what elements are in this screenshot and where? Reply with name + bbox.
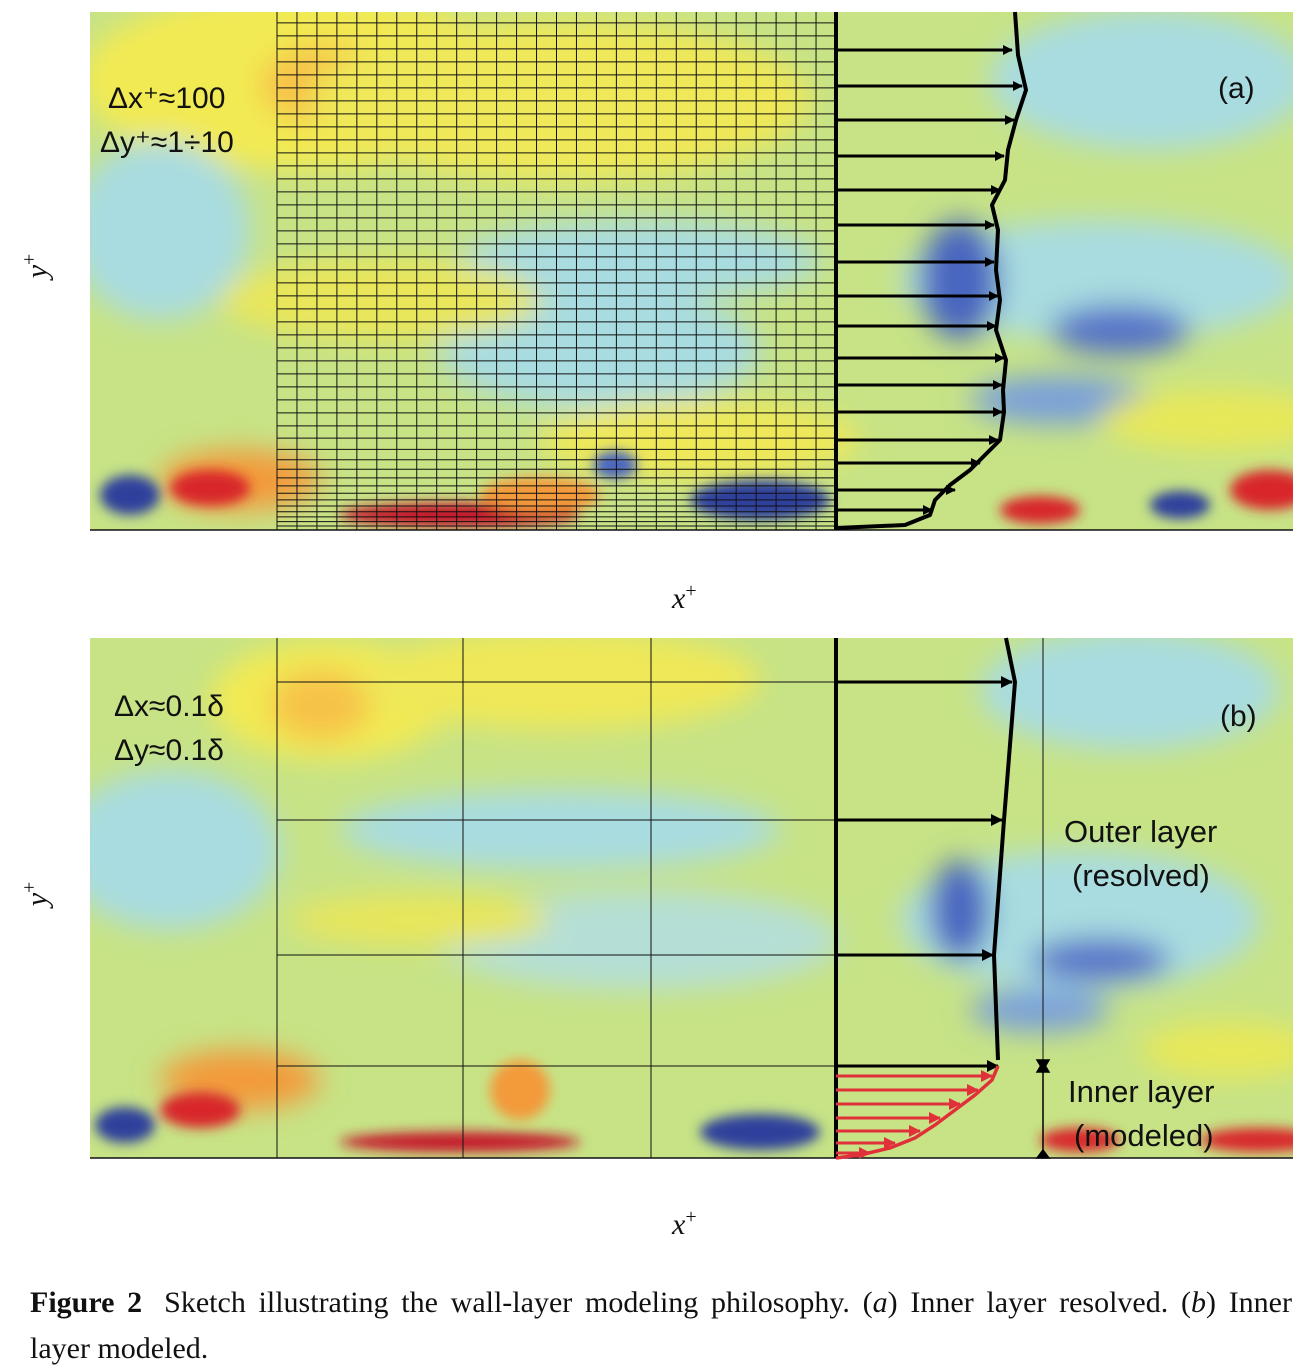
- panel-a-velocity-profile: [835, 11, 1028, 530]
- panel-b-velocity-arrows: [836, 676, 1013, 1072]
- panel-b-velocity-profile: [992, 637, 1017, 1061]
- panel-b-inner-layer-sub: (modeled): [1074, 1118, 1214, 1153]
- caption-text-3: ) Inner layer modeled.: [30, 1286, 1292, 1365]
- panel-a-x-axis-label: x+: [672, 580, 697, 615]
- panel-a-dx-label: Δx⁺≈100: [108, 82, 225, 115]
- panel-b-y-axis-label: y+: [18, 881, 54, 907]
- caption-lead: Figure 2: [30, 1286, 143, 1319]
- panel-a-y-axis-label: y+: [18, 253, 54, 279]
- panel-b-dy-label: Δy≈0.1δ: [114, 734, 224, 767]
- panel-a-field: [90, 12, 1293, 530]
- caption-text-2: ) Inner layer resolved. (: [887, 1286, 1191, 1319]
- panel-a-dy-label: Δy⁺≈1÷10: [100, 126, 234, 159]
- figure: Δx⁺≈100 Δy⁺≈1÷10 (a) y+ x+: [18, 11, 1293, 1241]
- panel-b-outer-layer-label: Outer layer: [1064, 814, 1217, 849]
- panel-b-inner-layer-label: Inner layer: [1068, 1074, 1214, 1109]
- panel-a-grid: [276, 12, 837, 531]
- panel-a-tag: (a): [1218, 72, 1255, 105]
- panel-a: Δx⁺≈100 Δy⁺≈1÷10 (a): [90, 11, 1293, 531]
- caption-text-1: Sketch illustrating the wall-layer model…: [164, 1286, 873, 1319]
- panel-b-x-axis-label: x+: [672, 1206, 697, 1241]
- panel-b-dx-label: Δx≈0.1δ: [114, 690, 224, 723]
- panel-b-inner-layer-dimension: [1035, 1059, 1051, 1159]
- caption-b: b: [1190, 1286, 1206, 1319]
- panel-b: Δx≈0.1δ Δy≈0.1δ (b) Outer layer (resolve…: [90, 637, 1293, 1160]
- panel-b-grid: [276, 638, 1044, 1158]
- panel-b-modeled-profile: [835, 1065, 1000, 1160]
- panel-b-field: [90, 638, 1293, 1158]
- panel-b-modeled-arrows: [836, 1070, 993, 1159]
- panel-a-velocity-arrows: [836, 45, 1023, 515]
- figure-caption: Figure 2 Sketch illustrating the wall-lay…: [30, 1280, 1292, 1372]
- caption-a: a: [872, 1286, 888, 1319]
- panel-b-outer-layer-sub: (resolved): [1072, 858, 1210, 893]
- panel-b-tag: (b): [1220, 700, 1257, 733]
